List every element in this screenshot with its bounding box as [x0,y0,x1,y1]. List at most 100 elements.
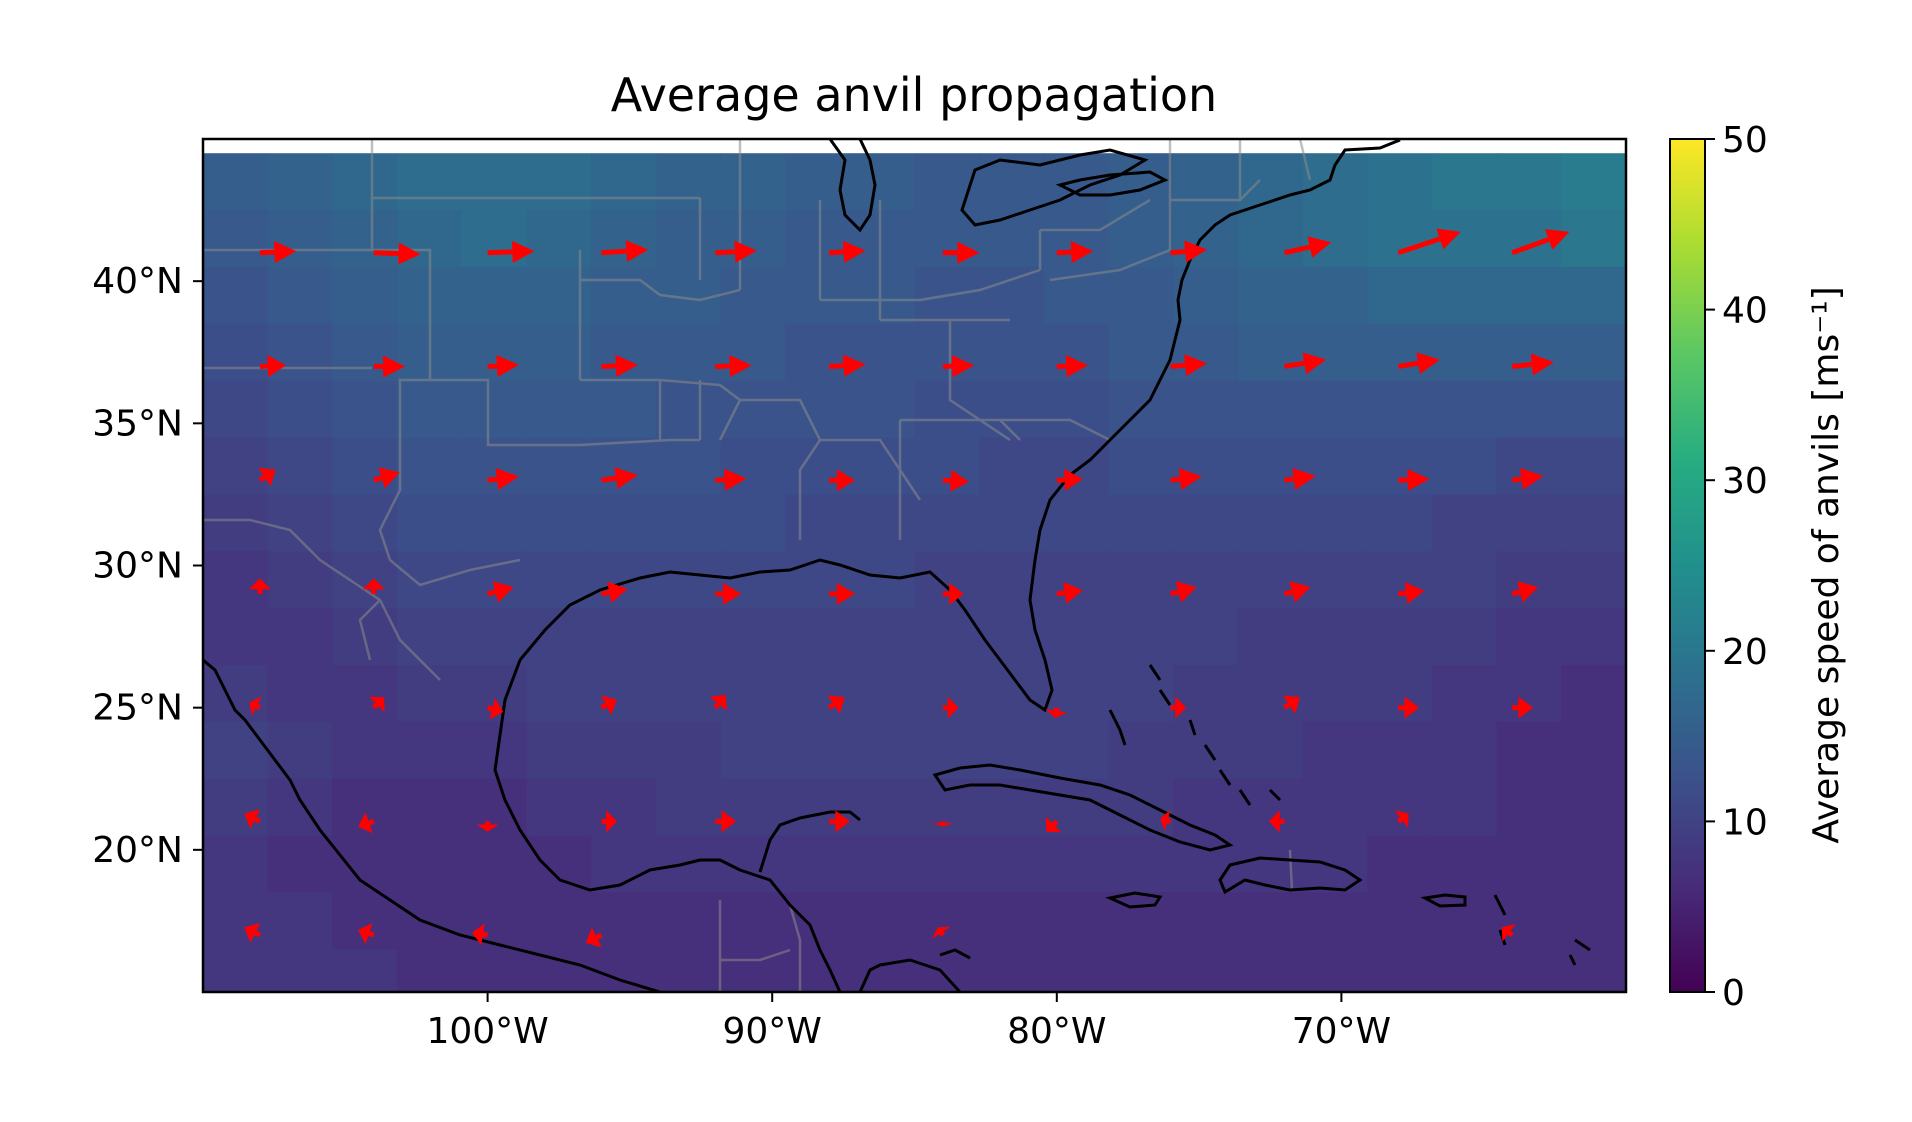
heatmap-cell [397,949,462,1006]
heatmap-cell [332,210,397,267]
heatmap-cell [1367,494,1432,551]
heatmap-cell [1109,438,1174,495]
heatmap-cell [850,153,915,210]
y-tick-label: 25°N [92,688,183,729]
heatmap-cell [1497,381,1562,438]
heatmap-cell [720,494,785,551]
y-tick-label: 30°N [92,546,183,587]
heatmap-cell [268,494,333,551]
heatmap-cell [720,210,785,267]
heatmap-cell [914,779,979,836]
heatmap-cell [591,779,656,836]
heatmap-cell [1432,381,1497,438]
heatmap-cell [720,665,785,722]
heatmap-cell [462,494,527,551]
arrow-shaft [1057,252,1071,253]
heatmap-cell [1367,267,1432,324]
arrow-shaft [374,705,377,708]
heatmap-cell [332,722,397,779]
heatmap-cell [850,836,915,893]
heatmap-cell [1303,722,1368,779]
heatmap-cell [1173,779,1238,836]
heatmap-cell [914,892,979,949]
heatmap-cell [268,153,333,210]
heatmap-cell [979,608,1044,665]
heatmap-cell [979,722,1044,779]
heatmap-cell [591,722,656,779]
heatmap-cell [1303,608,1368,665]
heatmap-cell [1238,722,1303,779]
heatmap-cell [591,665,656,722]
heatmap-cell [397,836,462,893]
heatmap-cell [397,608,462,665]
arrow-shaft [1512,479,1521,480]
heatmap-cell [979,836,1044,893]
colorbar-gradient [1670,139,1705,992]
heatmap-cell [1497,608,1562,665]
heatmap-cell [203,438,268,495]
heatmap-cell [850,324,915,381]
arrow-shaft [1284,592,1292,594]
heatmap-cell [526,324,591,381]
heatmap-cell [1044,324,1109,381]
colorbar-tick-label: 40 [1722,291,1768,332]
heatmap-cell [1109,608,1174,665]
heatmap-cell [1561,210,1626,267]
heatmap-cell [1303,381,1368,438]
heatmap-cell [1367,779,1432,836]
heatmap-cell [1432,551,1497,608]
heatmap-cell [1173,949,1238,1006]
heatmap-cell [203,779,268,836]
heatmap-cell [1238,949,1303,1006]
arrow-shaft [374,478,382,480]
heatmap-cell [914,324,979,381]
heatmap-cell [1238,267,1303,324]
heatmap-cell [1238,381,1303,438]
arrow-shaft [1284,363,1304,366]
heatmap-cell [397,494,462,551]
heatmap-cell [1561,608,1626,665]
heatmap-cell [656,381,721,438]
heatmap-cell [1367,438,1432,495]
heatmap-cell [1432,722,1497,779]
arrow-shaft [483,934,488,935]
colorbar-tick-label: 10 [1722,802,1768,843]
heatmap-cell [591,381,656,438]
heatmap-cell [1238,324,1303,381]
heatmap-cell [1303,153,1368,210]
heatmap-cell [1432,324,1497,381]
heatmap-cell [1303,438,1368,495]
heatmap-cell [397,438,462,495]
heatmap-cell [720,779,785,836]
heatmap-cell [268,324,333,381]
heatmap-cell [850,494,915,551]
arrow-shaft [1057,593,1065,594]
heatmap-cell [785,267,850,324]
x-tick-label: 70°W [1292,1011,1391,1052]
y-tick-label: 35°N [92,403,183,444]
heatmap-cell [1432,267,1497,324]
map-area [203,139,1627,1007]
heatmap-cell [1561,153,1626,210]
heatmap-cell [1303,324,1368,381]
colorbar-tick-label: 0 [1722,973,1745,1014]
arrow-shaft [488,479,497,480]
heatmap-cell [1561,438,1626,495]
heatmap-cell [850,665,915,722]
heatmap-cell [203,324,268,381]
heatmap-cell [656,551,721,608]
heatmap-cell [332,494,397,551]
heatmap-cell [591,267,656,324]
arrow-shaft [1284,705,1289,708]
heatmap-cell [526,665,591,722]
heatmap-cell [1367,665,1432,722]
heatmap-cell [720,153,785,210]
heatmap-cell [785,324,850,381]
heatmap-cell [1238,494,1303,551]
heatmap-cell [526,836,591,893]
heatmap-cell [1432,836,1497,893]
heatmap-cell [462,892,527,949]
heatmap-cell [526,494,591,551]
heatmap-cell [332,438,397,495]
